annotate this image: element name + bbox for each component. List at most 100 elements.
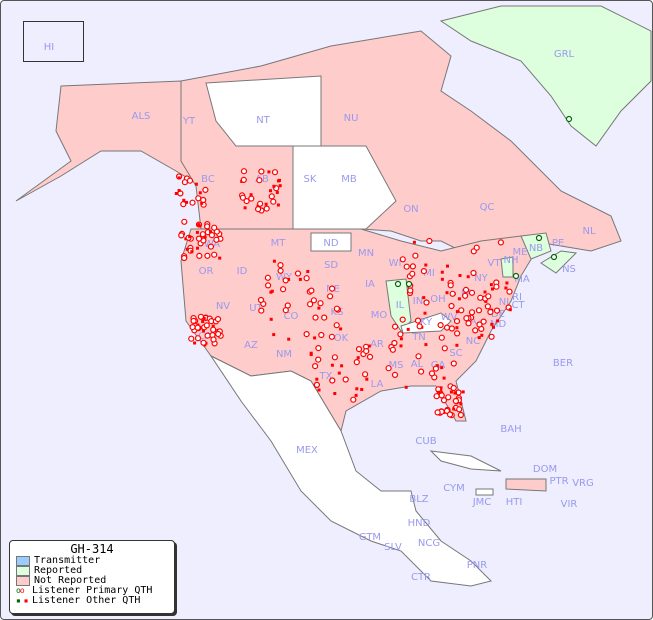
region-label-nd: ND	[323, 238, 338, 249]
listener-primary-marker	[282, 307, 289, 314]
region-label-de: DE	[491, 309, 505, 320]
listener-primary-marker	[428, 370, 436, 377]
region-label-nt: NT	[256, 115, 270, 126]
listener-primary-marker	[477, 294, 484, 301]
listener-primary-marker	[452, 397, 459, 405]
listener-other-marker	[461, 390, 465, 394]
listener-other-marker	[406, 327, 410, 331]
listener-other-marker	[360, 388, 364, 391]
listener-other-marker	[445, 291, 449, 295]
listener-other-marker	[466, 275, 470, 279]
listener-other-marker	[504, 286, 508, 290]
listener-primary-marker	[463, 315, 470, 322]
listener-primary-marker	[264, 274, 271, 281]
listener-primary-marker	[448, 325, 455, 332]
listener-other-marker	[354, 393, 358, 397]
listener-primary-marker	[263, 205, 270, 212]
listener-primary-marker	[350, 396, 357, 403]
region-label-ma: MA	[514, 274, 530, 285]
listener-primary-marker	[445, 394, 452, 401]
listener-other-marker	[457, 297, 461, 301]
region-label-ns: NS	[562, 264, 576, 275]
listener-primary-marker	[462, 292, 469, 299]
listener-other-marker	[489, 283, 493, 287]
region-label-nm: NM	[276, 349, 292, 360]
region-label-il: IL	[396, 300, 405, 311]
listener-other-marker	[202, 316, 206, 320]
listener-other-marker	[333, 392, 337, 395]
listener-primary-marker	[470, 269, 477, 277]
listener-other-marker	[440, 366, 444, 370]
listener-primary-marker	[418, 368, 425, 375]
listener-markers	[174, 115, 573, 419]
listener-other-marker	[202, 329, 205, 333]
listener-primary-marker	[397, 331, 404, 338]
listener-primary-marker	[181, 179, 188, 186]
region-label-md: MD	[490, 319, 507, 330]
region-label-mn: MN	[358, 248, 374, 259]
listener-primary-marker	[362, 371, 369, 378]
listener-primary-marker	[447, 282, 454, 289]
listener-primary-marker	[403, 263, 410, 270]
listener-primary-marker	[318, 331, 325, 339]
listener-primary-marker	[240, 168, 248, 175]
listener-other-marker	[174, 192, 178, 195]
listener-primary-marker	[329, 377, 336, 384]
listener-primary-marker	[210, 336, 217, 343]
listener-other-marker	[459, 402, 463, 406]
region-grl	[439, 5, 652, 147]
region-label-al: AL	[411, 359, 424, 370]
listener-other-marker	[249, 193, 253, 197]
region-label-oh: OH	[430, 294, 445, 305]
listener-other-marker	[277, 179, 280, 183]
region-label-blz: BLZ	[409, 494, 428, 505]
listener-primary-marker	[409, 263, 416, 270]
region-label-dom: DOM	[533, 464, 557, 475]
listener-primary-marker	[188, 335, 195, 342]
listener-other-marker	[185, 200, 188, 204]
listener-primary-marker	[423, 299, 430, 306]
listener-primary-marker	[271, 169, 279, 176]
listener-primary-marker	[443, 324, 451, 331]
region-label-wv: WV	[441, 312, 458, 323]
listener-primary-marker	[456, 406, 463, 413]
region-label-id: ID	[237, 266, 248, 277]
listener-primary-marker	[214, 316, 222, 323]
listener-other-marker	[442, 376, 446, 380]
listener-other-marker	[458, 274, 462, 277]
region-label-or: OR	[199, 266, 214, 277]
listener-other-marker	[491, 287, 494, 291]
listener-primary-marker	[485, 293, 492, 300]
region-label-yt: YT	[182, 116, 196, 127]
region-label-nb: NB	[529, 243, 543, 254]
listener-other-marker	[315, 377, 319, 381]
region-label-ar: AR	[370, 339, 384, 350]
listener-primary-marker	[211, 224, 218, 231]
listener-other-marker	[278, 184, 282, 188]
listener-primary-marker	[440, 397, 448, 404]
listener-other-marker	[496, 319, 500, 323]
region-label-vt: VT	[488, 258, 502, 269]
listener-primary-marker	[307, 301, 314, 308]
region-label-me: ME	[513, 247, 528, 258]
listener-primary-marker	[257, 200, 264, 207]
region-als	[15, 80, 202, 202]
listener-other-marker	[317, 388, 321, 392]
listener-primary-marker	[315, 356, 322, 363]
listener-primary-marker	[391, 371, 399, 378]
listener-primary-marker	[202, 186, 209, 193]
region-vt-nh	[500, 256, 514, 278]
listener-primary-marker-reported	[535, 234, 543, 242]
region-label-ok: OK	[334, 333, 349, 344]
listener-primary-marker-reported	[512, 272, 520, 280]
listener-primary-marker	[313, 381, 320, 388]
listener-primary-marker	[203, 322, 210, 329]
listener-primary-marker	[473, 244, 480, 251]
listener-primary-marker	[181, 254, 188, 262]
listener-primary-marker	[204, 223, 211, 230]
region-label-hi: HI	[44, 42, 54, 53]
listener-primary-marker	[265, 282, 272, 289]
region-label-grl: GRL	[554, 49, 575, 60]
listener-primary-marker	[488, 333, 495, 340]
listener-other-marker	[193, 341, 197, 345]
